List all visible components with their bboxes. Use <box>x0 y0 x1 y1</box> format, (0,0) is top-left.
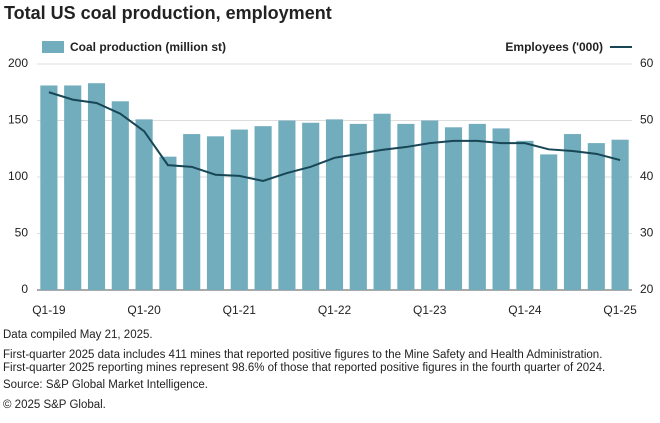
note: © 2025 S&P Global. <box>3 399 106 411</box>
x-tick-label: Q1-25 <box>603 303 637 317</box>
bar <box>587 143 605 290</box>
bar <box>254 126 272 291</box>
y2-tick-label: 20 <box>640 282 654 296</box>
note: First-quarter 2025 reporting mines repre… <box>3 362 605 374</box>
bar <box>563 134 582 290</box>
note: First-quarter 2025 data includes 411 min… <box>3 349 602 361</box>
bar <box>516 140 534 290</box>
bar <box>135 119 153 291</box>
bar <box>111 101 129 290</box>
bar <box>492 128 510 290</box>
legend-label: Employees ('000) <box>505 40 603 54</box>
legend-swatch <box>42 41 64 53</box>
y2-tick-label: 60 <box>640 56 654 70</box>
x-tick-label: Q1-21 <box>223 303 257 317</box>
note: Data compiled May 21, 2025. <box>3 329 153 341</box>
y-tick-label: 150 <box>8 113 28 127</box>
x-tick-label: Q1-22 <box>318 303 352 317</box>
y2-tick-label: 50 <box>640 113 654 127</box>
chart-title: Total US coal production, employment <box>4 3 332 23</box>
bar <box>373 113 391 290</box>
x-tick-label: Q1-24 <box>508 303 542 317</box>
y-tick-label: 100 <box>8 169 28 183</box>
bar <box>159 156 177 290</box>
line <box>48 91 621 182</box>
bar <box>611 139 629 290</box>
note: Source: S&P Global Market Intelligence. <box>3 379 208 391</box>
y2-tick-label: 40 <box>640 169 654 183</box>
bar <box>64 85 82 290</box>
bar <box>278 120 296 290</box>
x-tick-label: Q1-19 <box>32 303 66 317</box>
bar <box>40 85 58 290</box>
bar <box>421 120 439 290</box>
x-tick-label: Q1-20 <box>127 303 161 317</box>
y-tick-label: 50 <box>15 226 29 240</box>
bar <box>349 123 367 290</box>
bar <box>87 83 106 291</box>
y-tick-label: 0 <box>21 282 28 296</box>
bar <box>302 122 320 290</box>
bar <box>206 136 225 290</box>
bar <box>325 119 344 291</box>
y-tick-label: 200 <box>8 56 28 70</box>
bar <box>230 129 248 290</box>
x-tick-label: Q1-23 <box>413 303 447 317</box>
bar <box>540 154 558 290</box>
bar <box>397 123 415 290</box>
bar <box>468 123 486 290</box>
bar <box>183 134 201 290</box>
bar <box>444 127 463 290</box>
y2-tick-label: 30 <box>640 226 654 240</box>
legend-label: Coal production (million st) <box>70 40 226 54</box>
